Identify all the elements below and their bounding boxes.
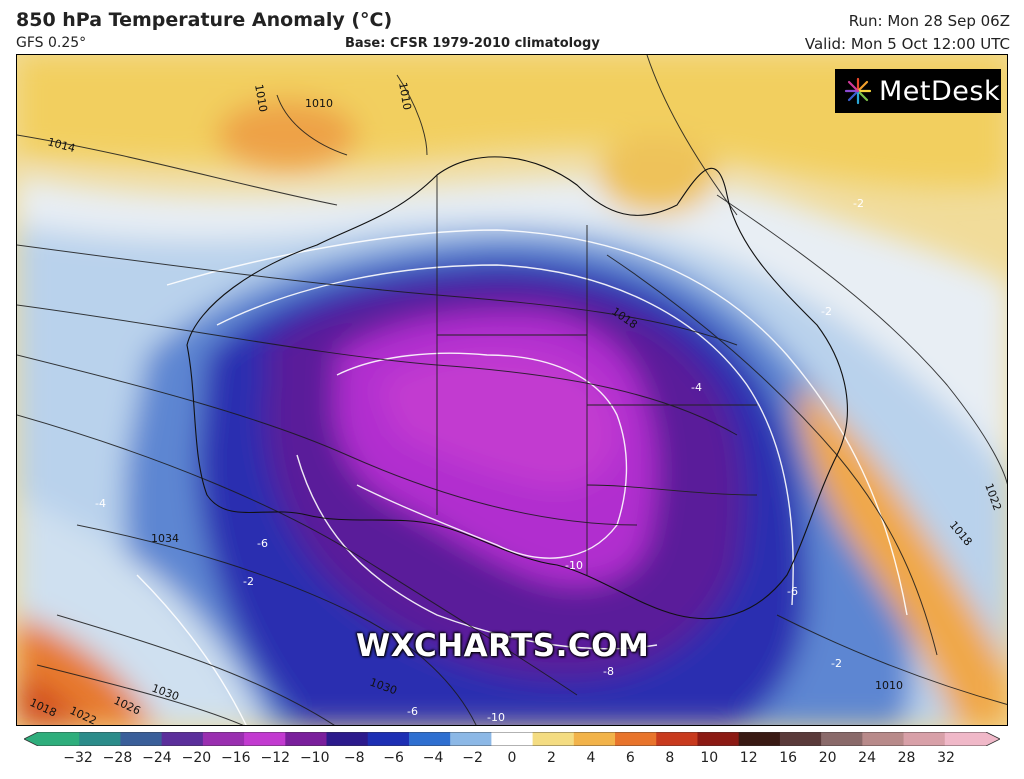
colorbar-tick-label: 32: [937, 750, 955, 766]
valid-time-label: Valid: Mon 5 Oct 12:00 UTC: [804, 35, 1010, 53]
colorbar-tick-label: 8: [665, 750, 675, 766]
colorbar-tick-label: −6: [383, 750, 404, 766]
isobar-label: 1010: [875, 679, 903, 692]
colorbar-tick-label: −16: [221, 750, 251, 766]
map-title: 850 hPa Temperature Anomaly (°C): [16, 9, 393, 31]
metdesk-logo: MetDesk: [835, 69, 1001, 113]
colorbar-segment: [202, 732, 245, 746]
colorbar-segment: [738, 732, 781, 746]
colorbar-segment: [532, 732, 575, 746]
colorbar-tick-label: −4: [422, 750, 444, 766]
colorbar: [24, 732, 1000, 746]
colorbar-tick-label: 16: [779, 750, 798, 766]
colorbar-tick-label: −12: [260, 750, 291, 766]
colorbar-tick-label: −24: [142, 750, 172, 766]
anomaly-label: -4: [95, 497, 106, 510]
colorbar-segment: [408, 732, 451, 746]
isobar-label: 1010: [396, 81, 414, 111]
anomaly-label: -6: [407, 705, 418, 718]
colorbar-tick-label: −10: [299, 750, 330, 766]
watermark: WXCHARTS.COM: [356, 628, 650, 664]
anomaly-label: -2: [853, 197, 864, 210]
colorbar-tick-label: −28: [102, 750, 133, 766]
colorbar-segment: [38, 732, 80, 746]
anomaly-label: -8: [603, 665, 614, 678]
isobar-label: 1010: [252, 83, 270, 113]
run-time-label: Run: Mon 28 Sep 06Z: [848, 12, 1010, 30]
colorbar-tick-label: −2: [462, 750, 483, 766]
colorbar-tick-label: 2: [546, 750, 556, 766]
colorbar-segment: [120, 732, 163, 746]
colorbar-segment: [862, 732, 905, 746]
colorbar-segment: [615, 732, 657, 746]
colorbar-segment: [326, 732, 369, 746]
anomaly-label: -2: [821, 305, 832, 318]
anomaly-label: -10: [565, 559, 583, 572]
map-canvas: 1010 1010 1010 1014 1018 1018 1022 1034 …: [17, 55, 1007, 725]
logo-text: MetDesk: [879, 75, 1001, 107]
colorbar-ticks: −32 −28 −24 −20 −16 −12 −10 −8 −6 −4 −2 0 2 4 6 8 10 12 16…: [0, 750, 1024, 772]
colorbar-tick-label: 0: [507, 750, 517, 766]
coastline: [186, 156, 848, 620]
model-label: GFS 0.25°: [16, 35, 87, 51]
colorbar-segment: [244, 732, 286, 746]
colorbar-segment: [285, 732, 328, 746]
colorbar-tick-label: −20: [181, 750, 212, 766]
anomaly-map: 1010 1010 1010 1014 1018 1018 1022 1034 …: [16, 54, 1008, 726]
colorbar-tick-label: 28: [897, 750, 916, 766]
anomaly-label: -2: [243, 575, 254, 588]
isobar-label: 1034: [151, 532, 179, 545]
anomaly-contours: [136, 229, 908, 725]
colorbar-segment: [944, 732, 987, 746]
colorbar-tick-label: 20: [818, 750, 837, 766]
colorbar-tick-label: 24: [858, 750, 876, 766]
colorbar-segment: [656, 732, 698, 746]
colorbar-tick-label: 10: [700, 750, 719, 766]
isobar-label: 1010: [305, 97, 333, 110]
colorbar-segment: [779, 732, 822, 746]
anomaly-label: -2: [831, 657, 842, 670]
starburst-logo-icon: [844, 77, 872, 105]
colorbar-segment: [697, 732, 740, 746]
isobars: [17, 55, 1007, 725]
colorbar-tick-label: 12: [739, 750, 758, 766]
colorbar-tick-label: 6: [625, 750, 635, 766]
colorbar-segment: [450, 732, 492, 746]
state-borders: [436, 175, 758, 575]
colorbar-tick-label: 4: [586, 750, 596, 766]
anomaly-label: -6: [257, 537, 268, 550]
colorbar-segment: [573, 732, 616, 746]
colorbar-segment: [903, 732, 946, 746]
anomaly-label: -4: [691, 381, 702, 394]
colorbar-arrow-left: [24, 732, 38, 746]
colorbar-segment: [79, 732, 121, 746]
anomaly-label: -6: [787, 585, 798, 598]
climatology-base-label: Base: CFSR 1979-2010 climatology: [345, 36, 600, 51]
colorbar-segment: [821, 732, 863, 746]
anomaly-label: -10: [487, 711, 505, 724]
colorbar-tick-label: −8: [343, 750, 365, 766]
colorbar-segment: [161, 732, 204, 746]
colorbar-tick-label: −32: [63, 750, 93, 766]
colorbar-segment: [367, 732, 410, 746]
colorbar-arrow-right: [986, 732, 1000, 746]
colorbar-segment: [491, 732, 534, 746]
